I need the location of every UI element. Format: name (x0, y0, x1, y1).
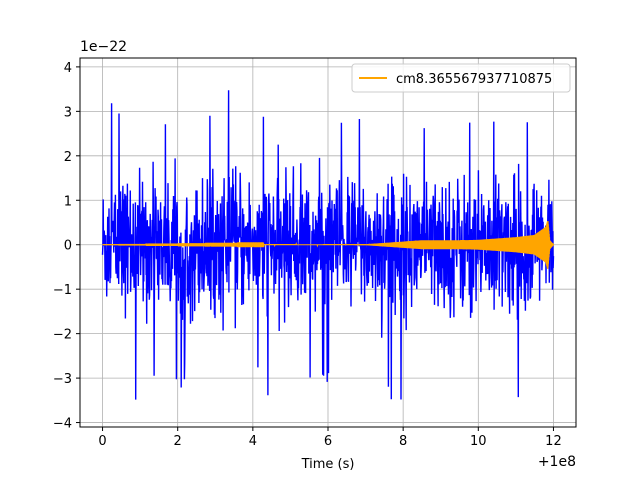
x-tick-label: 6 (324, 434, 332, 449)
legend-entry-label: cm8.365567937710875 (396, 72, 552, 87)
x-tick-label: 10 (470, 434, 487, 449)
x-offset-label: +1e8 (538, 454, 576, 470)
x-tick-label: 0 (98, 434, 106, 449)
x-tick-label: 8 (399, 434, 407, 449)
y-scale-label: 1e−22 (80, 39, 127, 55)
y-tick-label: −3 (53, 372, 72, 387)
legend-box (351, 63, 571, 93)
y-tick-label: 0 (64, 239, 72, 254)
y-tick-label: 1 (64, 194, 72, 209)
x-tick-label: 2 (174, 434, 182, 449)
y-tick-label: −1 (53, 283, 72, 298)
series-layer (101, 90, 555, 400)
x-axis-label: Time (s) (301, 457, 355, 472)
y-tick-label: −4 (53, 417, 72, 432)
legend: cm8.365567937710875 (351, 63, 571, 93)
x-tick-label: 12 (545, 434, 562, 449)
y-tick-label: −2 (53, 328, 72, 343)
y-tick-label: 2 (64, 150, 72, 165)
x-tick-label: 4 (249, 434, 257, 449)
y-tick-label: 4 (64, 61, 72, 76)
series-line-noise (101, 90, 555, 400)
y-tick-label: 3 (64, 105, 72, 120)
series-line-template (102, 221, 554, 269)
